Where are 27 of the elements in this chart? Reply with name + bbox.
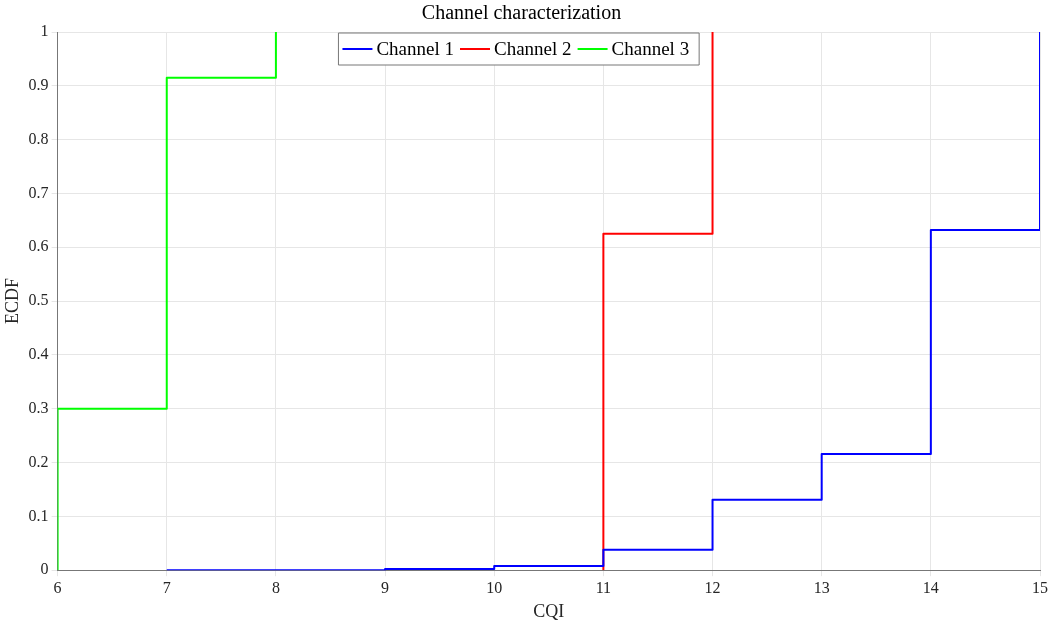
x-tick-label: 9 — [381, 579, 390, 596]
y-tick-label: 0.1 — [28, 506, 49, 524]
x-tick-label: 13 — [813, 579, 830, 596]
x-tick-label: 6 — [53, 579, 62, 596]
y-tick-label: 0.4 — [28, 345, 49, 363]
x-tick-label: 14 — [922, 579, 939, 596]
y-tick-label: 1 — [40, 22, 49, 40]
y-tick-label: 0.2 — [28, 452, 49, 470]
x-tick-label: 7 — [162, 579, 171, 596]
y-tick-label: 0.9 — [28, 76, 49, 94]
y-tick-label: 0.7 — [28, 183, 49, 201]
y-tick-label: 0.3 — [28, 398, 49, 416]
x-tick-label: 12 — [704, 579, 721, 596]
y-tick-label: 0.5 — [28, 291, 49, 309]
y-tick-label: 0.8 — [28, 129, 49, 147]
chart-title: Channel characterization — [421, 1, 622, 24]
legend-label: Channel 2 — [494, 37, 572, 59]
legend-label: Channel 1 — [376, 37, 455, 59]
y-axis-title: ECDF — [1, 278, 22, 325]
x-axis-title: CQI — [533, 600, 565, 621]
x-tick-label: 8 — [271, 579, 280, 596]
x-tick-label: 15 — [1032, 579, 1048, 596]
y-tick-label: 0 — [40, 560, 49, 578]
x-tick-label: 10 — [486, 579, 503, 596]
legend-label: Channel 3 — [611, 37, 690, 59]
x-tick-label: 11 — [595, 579, 612, 596]
y-tick-label: 0.6 — [28, 237, 49, 255]
